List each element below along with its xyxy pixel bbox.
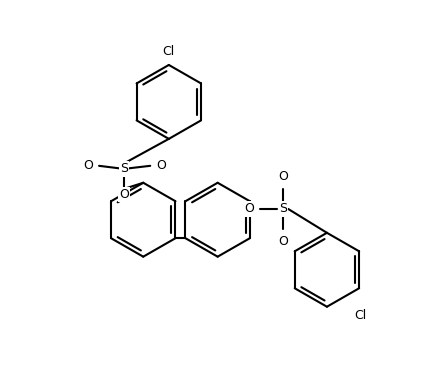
Text: O: O [156, 159, 166, 172]
Text: O: O [83, 159, 93, 172]
Text: S: S [120, 162, 128, 176]
Text: O: O [278, 235, 288, 248]
Text: S: S [279, 202, 287, 215]
Text: O: O [244, 202, 254, 215]
Text: Cl: Cl [163, 45, 175, 59]
Text: O: O [119, 188, 129, 201]
Text: Cl: Cl [354, 309, 366, 322]
Text: O: O [278, 170, 288, 183]
